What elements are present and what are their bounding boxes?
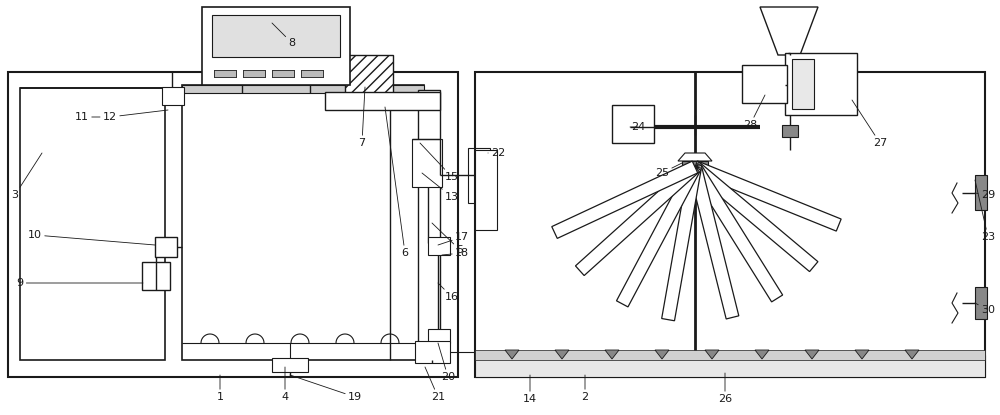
Text: 25: 25	[655, 163, 682, 178]
Bar	[428, 329, 450, 343]
Text: 17: 17	[438, 232, 469, 245]
Text: 6: 6	[385, 107, 409, 258]
Text: 9: 9	[16, 278, 143, 288]
Polygon shape	[693, 161, 841, 231]
Text: 21: 21	[425, 367, 445, 402]
Bar	[975, 287, 987, 319]
Polygon shape	[555, 350, 569, 359]
Text: 11: 11	[75, 112, 100, 122]
Text: 5: 5	[432, 223, 463, 255]
Text: 13: 13	[422, 173, 459, 202]
Text: 20: 20	[438, 343, 455, 382]
Bar	[412, 139, 442, 187]
Bar	[272, 70, 294, 77]
Polygon shape	[760, 7, 818, 55]
Bar	[301, 70, 323, 77]
Polygon shape	[678, 153, 712, 161]
Text: 14: 14	[523, 375, 537, 404]
Bar	[475, 350, 985, 360]
Bar	[142, 262, 170, 290]
Bar	[182, 85, 424, 93]
Bar	[742, 65, 787, 103]
Text: 15: 15	[420, 143, 459, 182]
Bar	[301, 70, 323, 77]
Text: 19: 19	[290, 375, 362, 402]
Polygon shape	[689, 164, 783, 302]
Bar	[785, 53, 857, 115]
Polygon shape	[905, 350, 919, 359]
Polygon shape	[575, 162, 699, 276]
Text: 28: 28	[743, 95, 765, 130]
Text: 3: 3	[12, 153, 42, 200]
Text: 30: 30	[975, 303, 995, 315]
Bar	[212, 15, 340, 57]
Bar	[975, 175, 987, 210]
Polygon shape	[605, 350, 619, 359]
Polygon shape	[616, 164, 701, 307]
Bar	[415, 341, 450, 363]
Text: 7: 7	[358, 87, 366, 148]
Polygon shape	[662, 166, 701, 321]
Polygon shape	[691, 162, 818, 271]
Text: 29: 29	[975, 190, 995, 200]
Bar	[345, 55, 393, 93]
Bar	[682, 161, 708, 173]
Bar	[418, 90, 440, 360]
Bar	[243, 70, 265, 77]
Bar	[612, 105, 654, 143]
Bar	[243, 70, 265, 77]
Bar	[20, 88, 165, 360]
Bar	[214, 70, 236, 77]
Text: 10: 10	[28, 230, 155, 245]
Bar	[162, 87, 184, 105]
Bar	[792, 59, 814, 109]
Text: 1: 1	[217, 375, 224, 402]
Text: 23: 23	[975, 180, 995, 242]
Text: 2: 2	[581, 375, 589, 402]
Polygon shape	[655, 350, 669, 359]
Bar	[214, 70, 236, 77]
Bar	[243, 70, 265, 77]
Bar	[475, 355, 985, 377]
Polygon shape	[705, 350, 719, 359]
Text: 8: 8	[272, 23, 296, 48]
Bar	[325, 92, 440, 110]
Bar	[475, 150, 497, 230]
Text: 24: 24	[630, 122, 645, 132]
Bar	[202, 7, 350, 85]
Bar	[428, 237, 450, 255]
Text: 27: 27	[852, 100, 887, 148]
Bar	[272, 70, 294, 77]
Bar	[782, 125, 798, 137]
Bar	[214, 70, 236, 77]
Text: 22: 22	[488, 148, 505, 158]
Bar	[272, 70, 294, 77]
Bar	[468, 148, 490, 203]
Bar	[155, 237, 177, 257]
Polygon shape	[505, 350, 519, 359]
Text: 12: 12	[103, 110, 168, 122]
Bar	[8, 72, 458, 377]
Text: 16: 16	[438, 283, 459, 302]
Bar	[272, 358, 308, 372]
Bar	[301, 70, 323, 77]
Text: 18: 18	[442, 248, 469, 258]
Polygon shape	[552, 161, 698, 238]
Polygon shape	[805, 350, 819, 359]
Polygon shape	[855, 350, 869, 359]
Bar	[475, 72, 985, 377]
Bar	[182, 85, 424, 360]
Polygon shape	[689, 166, 739, 319]
Text: 26: 26	[718, 373, 732, 404]
Text: 4: 4	[281, 367, 289, 402]
Polygon shape	[755, 350, 769, 359]
